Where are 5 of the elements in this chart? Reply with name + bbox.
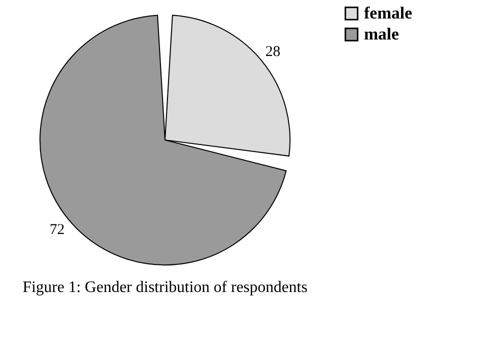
data-label: 28 — [265, 44, 280, 60]
legend-label: male — [364, 24, 400, 44]
legend-label: female — [364, 4, 413, 22]
data-label: 72 — [50, 222, 65, 238]
text: Figure 1: Gender distribution of respondents — [22, 279, 308, 296]
